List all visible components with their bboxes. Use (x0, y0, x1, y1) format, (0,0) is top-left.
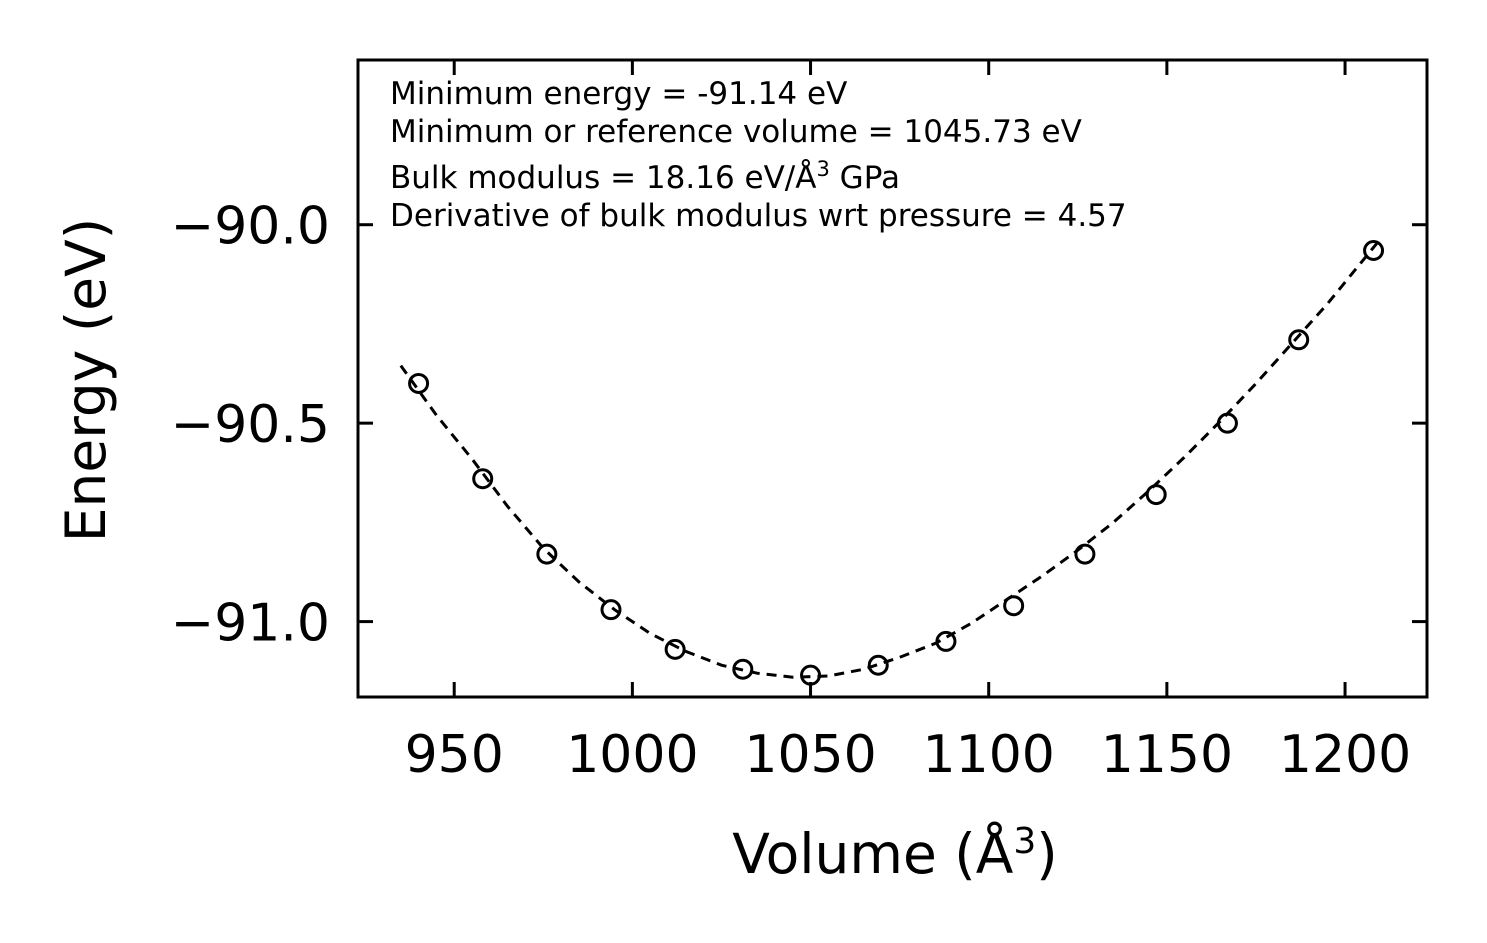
data-point (1003, 595, 1025, 617)
x-tick-label: 1200 (1279, 725, 1411, 785)
x-tick-label: 1000 (566, 725, 698, 785)
data-point (472, 468, 494, 490)
annotation-min-volume: Minimum or reference volume = 1045.73 eV (390, 114, 1082, 150)
data-points (408, 240, 1385, 686)
data-point (408, 372, 430, 394)
y-tick-label: −90.0 (171, 197, 330, 257)
data-point (1363, 240, 1385, 262)
data-point (800, 664, 822, 686)
annotation-bulk-modulus-derivative: Derivative of bulk modulus wrt pressure … (390, 198, 1127, 234)
data-point (1288, 329, 1310, 351)
x-tick-label: 1100 (923, 725, 1055, 785)
fit-line (399, 237, 1382, 679)
y-tick-label: −90.5 (171, 395, 330, 455)
data-point (732, 658, 754, 680)
y-axis-label: Energy (eV) (54, 218, 118, 542)
x-axis-label: Volume (Å3) (732, 821, 1058, 886)
data-point (1145, 484, 1167, 506)
fit-curve (399, 237, 1382, 679)
data-point (600, 599, 622, 621)
annotation-min-energy: Minimum energy = -91.14 eV (390, 76, 847, 112)
plot-area (399, 237, 1385, 686)
x-tick-label: 950 (405, 725, 504, 785)
data-point (1074, 543, 1096, 565)
y-tick-label: −91.0 (171, 594, 330, 654)
x-axis: 950 1000 1050 1100 1150 1200 (405, 60, 1411, 785)
data-point (867, 654, 889, 676)
annotation-bulk-modulus: Bulk modulus = 18.16 eV/Å3 GPa (390, 157, 900, 196)
data-point (664, 638, 686, 660)
data-point (935, 630, 957, 652)
annotation-box: Minimum energy = -91.14 eV Minimum or re… (390, 76, 1127, 234)
x-tick-label: 1150 (1101, 725, 1233, 785)
data-point (536, 543, 558, 565)
y-axis: −91.0 −90.5 −90.0 (171, 197, 1427, 654)
plot-frame (356, 58, 1429, 699)
x-tick-label: 1050 (744, 725, 876, 785)
data-point (1216, 412, 1238, 434)
